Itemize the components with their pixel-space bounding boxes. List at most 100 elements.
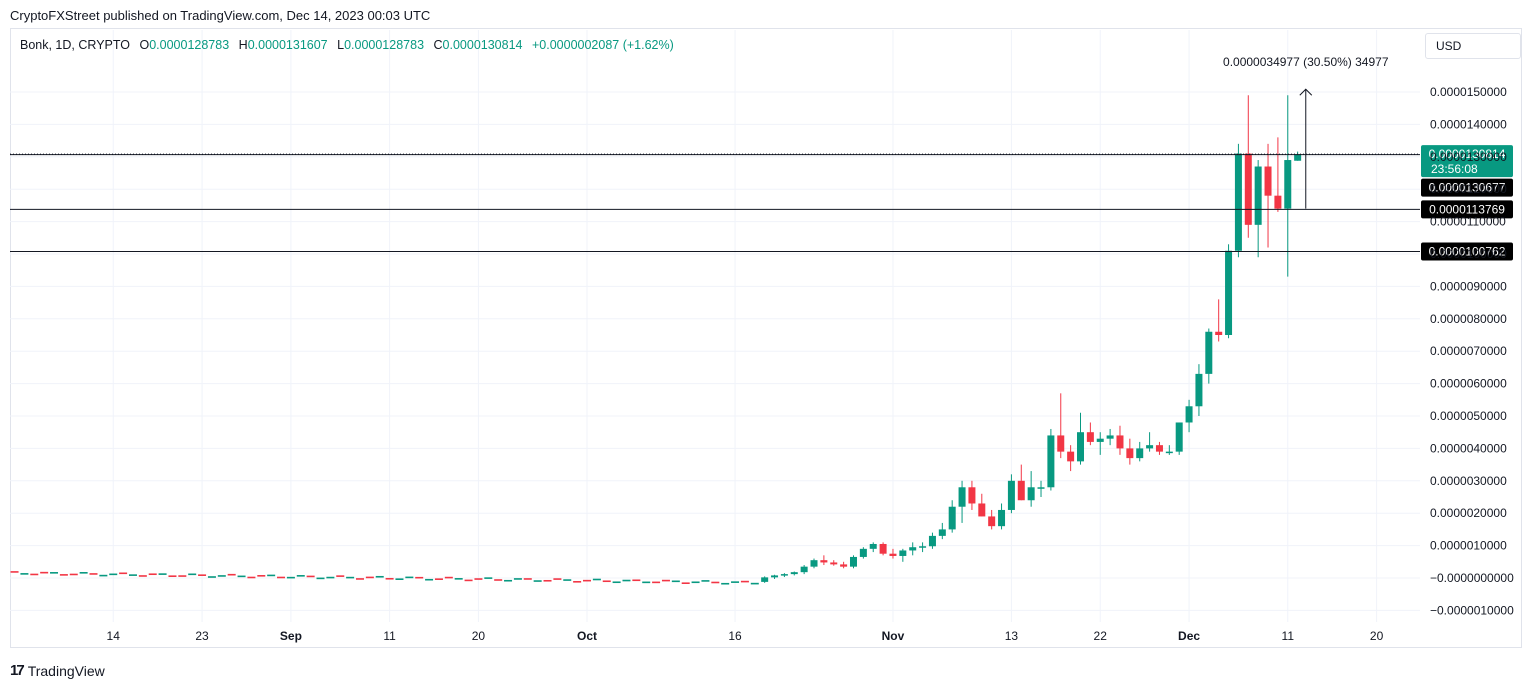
candle-body[interactable] (899, 550, 907, 556)
flat-candle (750, 582, 759, 585)
y-tick-label: 0.0000040000 (1430, 441, 1507, 455)
candle-body[interactable] (1146, 445, 1154, 449)
candle-body[interactable] (978, 503, 986, 517)
candle-body[interactable] (1096, 438, 1104, 442)
flat-candle (533, 580, 542, 582)
y-tick-label: 0.0000070000 (1430, 344, 1507, 358)
candle-body[interactable] (869, 543, 877, 549)
candle-body[interactable] (988, 516, 996, 527)
candle-body[interactable] (1205, 331, 1213, 374)
candle-body[interactable] (948, 506, 956, 530)
candle-body[interactable] (1017, 480, 1025, 501)
flat-candle (198, 574, 207, 576)
x-axis[interactable]: 14 23 Sep 11 20 Oct 16 Nov 13 22 Dec 11 20 (107, 629, 1384, 643)
flat-candle (168, 575, 177, 577)
candle-body[interactable] (840, 564, 848, 567)
candle-body[interactable] (761, 577, 769, 582)
flat-candle (237, 575, 246, 578)
flat-candle (543, 579, 552, 582)
flat-candle (513, 578, 522, 580)
candle-body[interactable] (820, 560, 828, 563)
flat-candle (138, 575, 147, 577)
candle-body[interactable] (1136, 448, 1144, 459)
candle-body[interactable] (800, 566, 808, 573)
candle-body[interactable] (1185, 406, 1193, 423)
grid (10, 30, 1420, 622)
currency-selector[interactable]: USD (1425, 33, 1521, 59)
y-tick-label: 0.0000050000 (1430, 409, 1507, 423)
flat-candle (385, 577, 394, 580)
x-tick-label: 20 (1370, 629, 1384, 643)
candle-body[interactable] (1116, 435, 1124, 449)
flat-candle (484, 577, 493, 579)
candle-body[interactable] (1195, 373, 1203, 407)
candle-body[interactable] (1037, 487, 1045, 489)
measure-tool[interactable]: 0.0000034977 (30.50%) 34977 (1223, 55, 1389, 209)
candle-body[interactable] (830, 562, 838, 565)
level-price-label: 0.0000130814 (1429, 147, 1506, 161)
flat-candle (267, 574, 276, 577)
candle-body[interactable] (1225, 250, 1233, 335)
flat-candle (277, 576, 286, 579)
candle-body[interactable] (1106, 435, 1114, 439)
candle-body[interactable] (1047, 435, 1055, 488)
y-tick-label: 0.0000080000 (1430, 312, 1507, 326)
candle-body[interactable] (790, 572, 798, 575)
flat-candle (691, 581, 700, 584)
candle-body[interactable] (889, 553, 897, 556)
candle-body[interactable] (938, 529, 946, 536)
high-value: 0.0000131607 (247, 38, 328, 52)
candles[interactable] (761, 95, 1302, 583)
candle-body[interactable] (1284, 160, 1292, 209)
y-tick-label: 0.0000130000 (1430, 150, 1507, 164)
candle-body[interactable] (1234, 153, 1242, 251)
candle-body[interactable] (968, 487, 976, 504)
candle-body[interactable] (928, 535, 936, 547)
candle-body[interactable] (1294, 154, 1302, 161)
candle-body[interactable] (958, 487, 966, 507)
level-price-label: 0.0000100762 (1429, 245, 1506, 259)
candle-body[interactable] (1057, 435, 1065, 452)
candle-body[interactable] (909, 547, 917, 551)
candle-body[interactable] (1244, 153, 1252, 225)
candle-body[interactable] (1077, 432, 1084, 462)
symbol-info[interactable]: Bonk, 1D, CRYPTO (20, 38, 130, 52)
candle-body[interactable] (879, 543, 887, 554)
x-tick-label: 14 (107, 629, 121, 643)
candle-body[interactable] (780, 574, 788, 576)
candle-body[interactable] (1086, 432, 1094, 442)
candle-body[interactable] (1027, 487, 1035, 501)
y-axis[interactable]: 0.00001500000.00001400000.00001300000.00… (1430, 85, 1514, 617)
level-price-tag (1421, 178, 1513, 197)
level-price-tag (1421, 145, 1513, 178)
candle-body[interactable] (810, 560, 818, 567)
candle-body[interactable] (1155, 445, 1163, 452)
flat-candle (632, 579, 641, 582)
candle-body[interactable] (1165, 451, 1173, 454)
candle-body[interactable] (919, 546, 927, 548)
candle-body[interactable] (1126, 448, 1134, 459)
candle-body[interactable] (859, 548, 867, 557)
tradingview-brand: TradingView (27, 662, 105, 679)
candle-body[interactable] (771, 575, 779, 578)
candle-body[interactable] (998, 509, 1006, 527)
tradingview-logo[interactable]: 17 TradingView (10, 662, 105, 679)
candle-body[interactable] (849, 556, 857, 567)
candle-body[interactable] (1215, 331, 1223, 335)
flat-candle (612, 581, 621, 584)
candle-body[interactable] (1007, 480, 1015, 510)
candle-body[interactable] (1264, 166, 1272, 196)
candle-body[interactable] (1274, 195, 1282, 209)
flat-candle (217, 575, 226, 577)
flat-candle (425, 578, 434, 581)
candle-body[interactable] (1175, 422, 1183, 452)
level-price-tag (1421, 242, 1513, 261)
candle-body[interactable] (1254, 166, 1262, 225)
candle-body[interactable] (1067, 451, 1075, 462)
low-label: L (337, 38, 345, 52)
x-tick-label: Sep (280, 629, 302, 643)
flat-candle (188, 573, 197, 576)
flat-candle (583, 579, 591, 582)
